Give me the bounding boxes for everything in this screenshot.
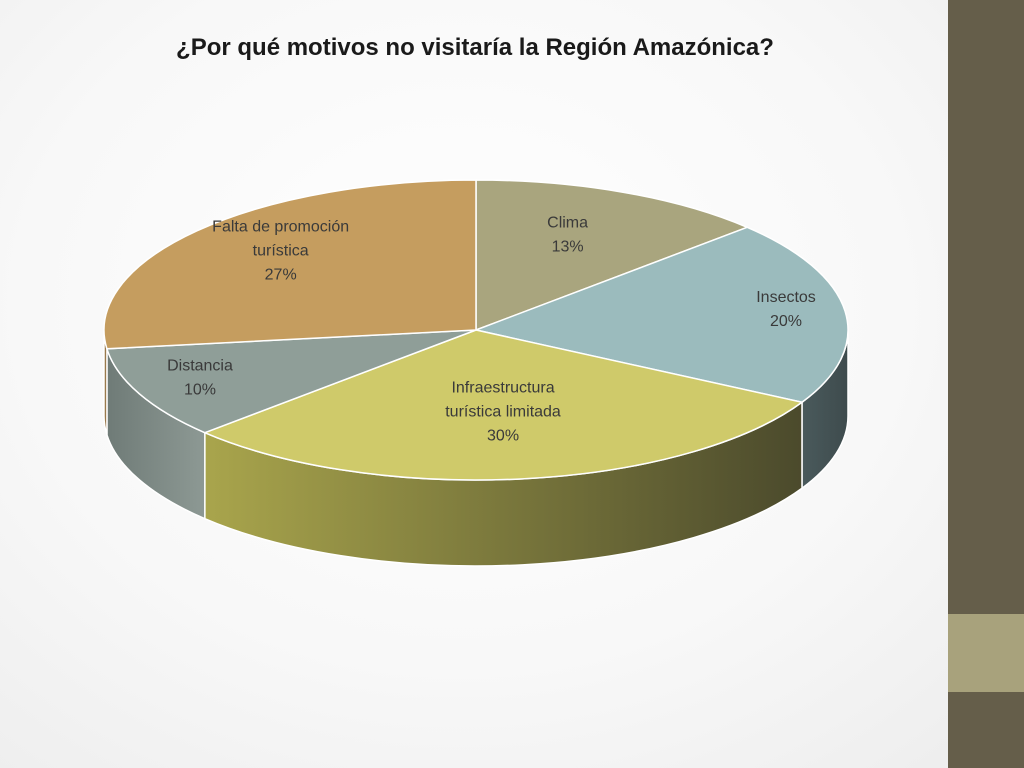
data-label-distancia: Distancia 10% xyxy=(167,357,233,398)
data-label-value: 13% xyxy=(552,239,584,256)
data-label-category: turística xyxy=(253,243,309,260)
data-label-insectos: Insectos 20% xyxy=(756,289,816,330)
pie-slice-falta-de-promoci-n-tur-stica xyxy=(103,179,477,350)
data-label-value: 10% xyxy=(184,381,216,398)
pie-slice-infraestructura-tur-stica-limitada xyxy=(202,329,804,481)
data-label-category: Distancia xyxy=(167,357,233,374)
sidebar-decoration-dark-bottom xyxy=(948,692,1024,768)
data-label-category: Falta de promoción xyxy=(212,219,349,236)
data-label-value: 27% xyxy=(265,267,297,284)
sidebar-decoration-dark-top xyxy=(948,0,1024,614)
sidebar-decoration-light xyxy=(948,614,1024,692)
data-label-falta-de-promoci-n-tur-stica: Falta de promoción turística 27% xyxy=(212,219,349,284)
slide-title: ¿Por qué motivos no visitaría la Región … xyxy=(176,34,774,61)
data-label-clima: Clima 13% xyxy=(547,215,588,256)
data-label-value: 30% xyxy=(487,427,519,444)
pie-slice-clima xyxy=(475,179,750,332)
data-label-category: Clima xyxy=(547,215,588,232)
pie-slice-distancia xyxy=(105,329,477,434)
data-label-category: turística limitada xyxy=(445,403,561,420)
data-label-infraestructura-tur-stica-limitada: Infraestructura turística limitada 30% xyxy=(445,379,561,444)
pie-chart: Clima 13% Insectos 20% Infraestructura turíst… xyxy=(103,179,849,567)
data-label-value: 20% xyxy=(770,313,802,330)
data-label-category: Infraestructura xyxy=(451,379,554,396)
pie-slice-insectos xyxy=(473,226,849,404)
data-label-category: Insectos xyxy=(756,289,816,306)
